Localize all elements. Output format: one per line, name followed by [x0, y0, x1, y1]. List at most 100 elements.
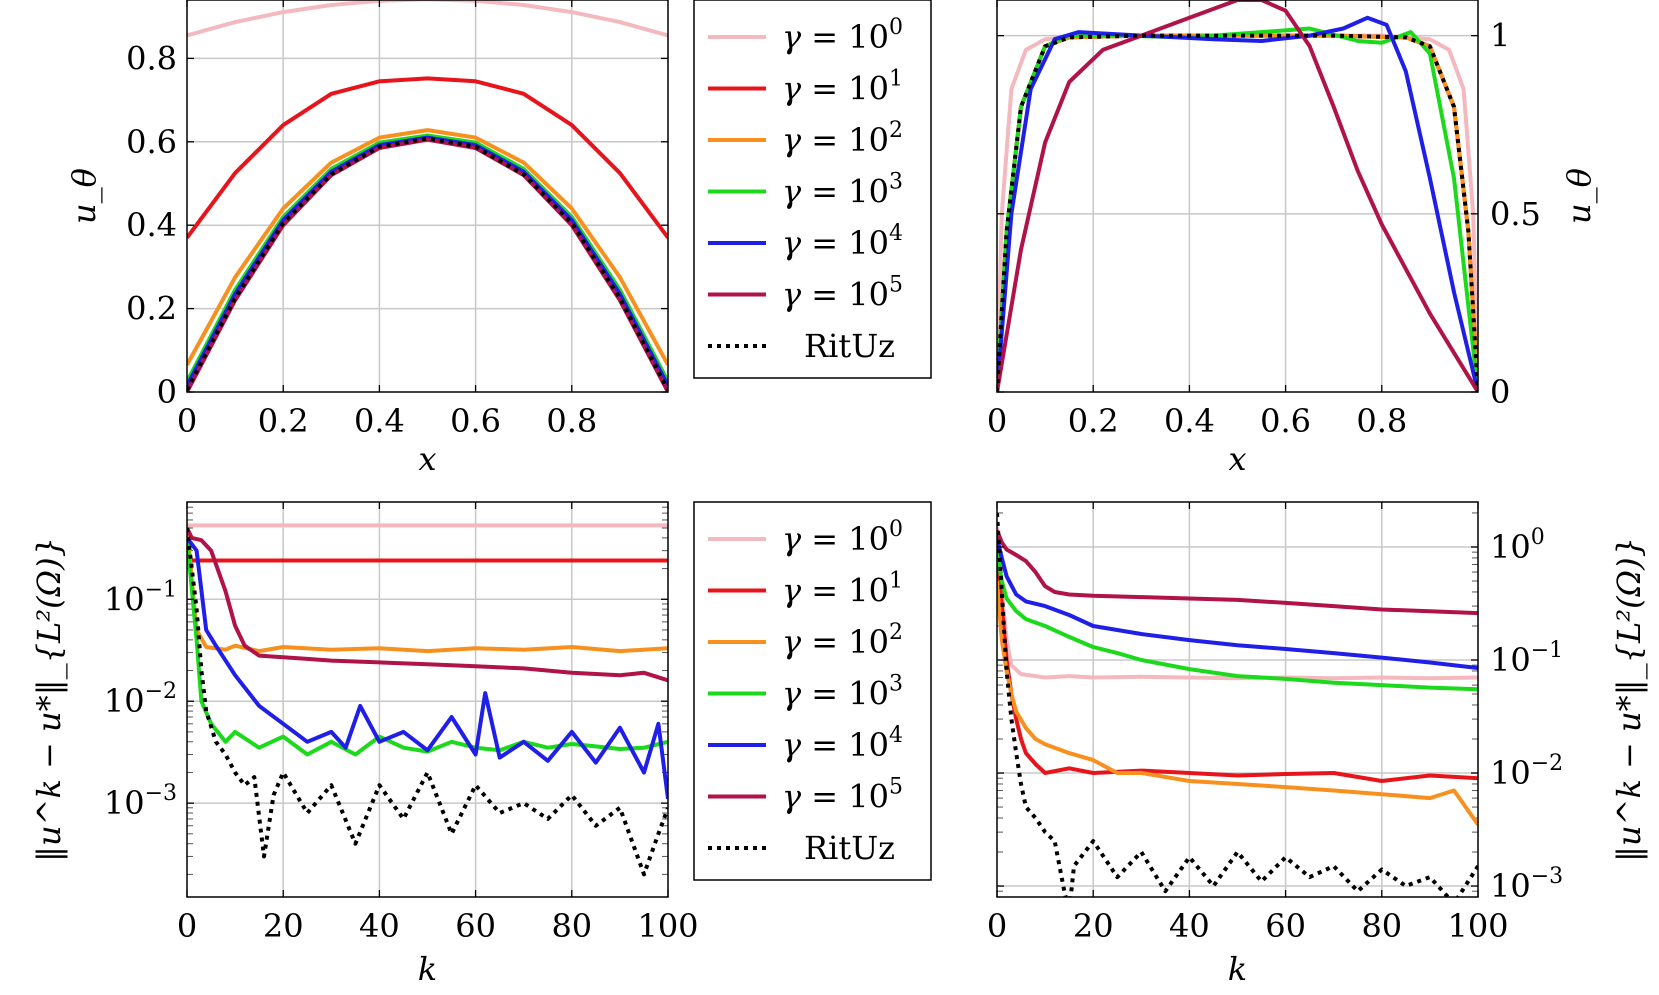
legend-bottom-exponent-2: 2: [889, 620, 903, 645]
legend-bottom-label-5: γ = 105: [782, 775, 903, 816]
top-left-ylabel: u_θ: [65, 168, 103, 224]
bottom-left-ytick-exponent: −2: [145, 679, 177, 704]
legend-top-exponent-4: 4: [889, 221, 903, 246]
legend-bottom-eq-5: = 10: [801, 778, 889, 816]
top-left-series-group: [187, 0, 668, 392]
top-left-xtick-label: 0.8: [546, 402, 597, 440]
legend-top-label-0: γ = 100: [782, 15, 903, 56]
legend-top-exponent-3: 3: [889, 170, 903, 195]
legend-top-eq-2: = 10: [801, 121, 889, 159]
bottom-right-series-6-rituz: [997, 512, 1478, 897]
bottom-right-series-2: [997, 580, 1478, 826]
legend-top-label-2: γ = 102: [782, 118, 903, 159]
legend-bottom-label-4: γ = 104: [782, 723, 903, 764]
bottom-right-ytick-exponent: −3: [1531, 864, 1563, 889]
top-right-xlabel: x: [1228, 440, 1246, 478]
bottom-left-xtick-label: 40: [359, 907, 400, 945]
bottom-left-ytick-label: 10−3: [104, 781, 177, 822]
legend-bottom-gamma-0: γ: [782, 520, 802, 558]
legend-top-label-3: γ = 103: [782, 170, 903, 211]
top-left-series-0: [187, 0, 668, 38]
top-right-series-6-rituz: [997, 33, 1478, 392]
legend-bottom-exponent-3: 3: [889, 672, 903, 697]
bottom-left-ytick-label: 10−2: [104, 679, 177, 720]
legend-bottom-gamma-4: γ: [782, 726, 802, 764]
bottom-right-ytick-exponent: 0: [1531, 525, 1545, 550]
legend-bottom-eq-1: = 10: [801, 572, 889, 610]
bottom-right-series-5: [997, 529, 1478, 616]
bottom-left-axes-frame: [186, 501, 669, 898]
top-left-chart: 0 0.2 0.4 0.6 0.8 0 0.2 0.4 0.6 0.8 x u_θ: [65, 0, 669, 478]
legend-bottom-eq-0: = 10: [801, 520, 889, 558]
bottom-left-series-4: [187, 536, 668, 800]
bottom-right-xtick-label: 80: [1361, 907, 1402, 945]
bottom-right-ytick-exponent: −2: [1531, 751, 1563, 776]
bottom-right-xtick-label: 60: [1265, 907, 1306, 945]
top-left-ytick-label: 0.8: [126, 39, 177, 77]
legend-top-gamma-2: γ: [782, 121, 802, 159]
legend-top-eq-4: = 10: [801, 224, 889, 262]
legend-bottom-gamma-2: γ: [782, 623, 802, 661]
bottom-right-ytick-label: 10−3: [1490, 864, 1563, 905]
top-left-xtick-label: 0.4: [354, 402, 405, 440]
top-right-ytick-label: 0.5: [1490, 195, 1541, 233]
top-left-series-5: [187, 137, 668, 392]
bottom-left-series-2: [187, 527, 668, 654]
top-right-series-5: [997, 0, 1478, 392]
legend-bottom-label-1: γ = 101: [782, 569, 903, 610]
bottom-right-ytick-label: 10−1: [1490, 638, 1563, 679]
legend-bottom-eq-4: = 10: [801, 726, 889, 764]
legend-bottom-label-2: γ = 102: [782, 620, 903, 661]
legend-bottom-exponent-4: 4: [889, 723, 903, 748]
top-right-chart: 0 0.2 0.4 0.6 0.8 0 0.5 1 x u_θ: [987, 0, 1598, 478]
top-left-ytick-label: 0.6: [126, 123, 177, 161]
bottom-right-series-0: [997, 526, 1478, 681]
bottom-right-ylabel: ‖u^k − u*‖_{L²(Ω)}: [1610, 537, 1648, 862]
legend-top-exponent-5: 5: [889, 273, 903, 298]
bottom-right-xtick-label: 100: [1447, 907, 1508, 945]
bottom-right-xlabel: k: [1228, 950, 1247, 988]
bottom-left-xtick-label: 60: [455, 907, 496, 945]
top-left-xtick-label: 0.2: [258, 402, 309, 440]
legend-bottom-eq-3: = 10: [801, 675, 889, 713]
legend-bottom-exponent-5: 5: [889, 775, 903, 800]
bottom-right-xtick-label: 20: [1073, 907, 1114, 945]
legend-bottom-label-3: γ = 103: [782, 672, 903, 713]
legend-bottom-frame: [693, 501, 932, 881]
legend-top-gamma-1: γ: [782, 70, 802, 108]
top-left-axes-frame: [186, 0, 669, 393]
top-right-ytick-label: 0: [1490, 373, 1510, 411]
legend-top-label-5: γ = 105: [782, 273, 903, 314]
legend-top-gamma-5: γ: [782, 276, 802, 314]
bottom-right-series-4: [997, 537, 1478, 670]
top-left-ytick-label: 0: [157, 373, 177, 411]
legend-top-label-1: γ = 101: [782, 67, 903, 108]
legend-top-label-6: RitUz: [804, 327, 895, 365]
bottom-right-axes-frame: [996, 501, 1479, 898]
bottom-left-series-3: [187, 537, 668, 757]
top-left-ytick-label: 0.2: [126, 290, 177, 328]
legend-top-exponent-2: 2: [889, 118, 903, 143]
legend-top-eq-5: = 10: [801, 276, 889, 314]
top-right-xtick-label: 0.8: [1356, 402, 1407, 440]
bottom-left-series-group: [187, 523, 668, 877]
legend-top-label-4: γ = 104: [782, 221, 903, 262]
legend-bottom-eq-2: = 10: [801, 623, 889, 661]
bottom-left-xtick-label: 0: [177, 907, 197, 945]
legend-top-exponent-0: 0: [889, 15, 903, 40]
top-left-xtick-label: 0: [177, 402, 197, 440]
bottom-left-ytick-exponent: −1: [145, 577, 177, 602]
legend-bottom-gamma-1: γ: [782, 572, 802, 610]
top-right-ylabel: u_θ: [1560, 168, 1598, 224]
top-right-ytick-label: 1: [1490, 17, 1510, 55]
legend-bottom-exponent-0: 0: [889, 517, 903, 542]
top-left-series-6-rituz: [187, 136, 668, 391]
legend-bottom-gamma-3: γ: [782, 675, 802, 713]
legend-bottom-exponent-1: 1: [889, 569, 903, 594]
bottom-left-series-5: [187, 527, 668, 683]
legend-bottom-label-6: RitUz: [804, 829, 895, 867]
